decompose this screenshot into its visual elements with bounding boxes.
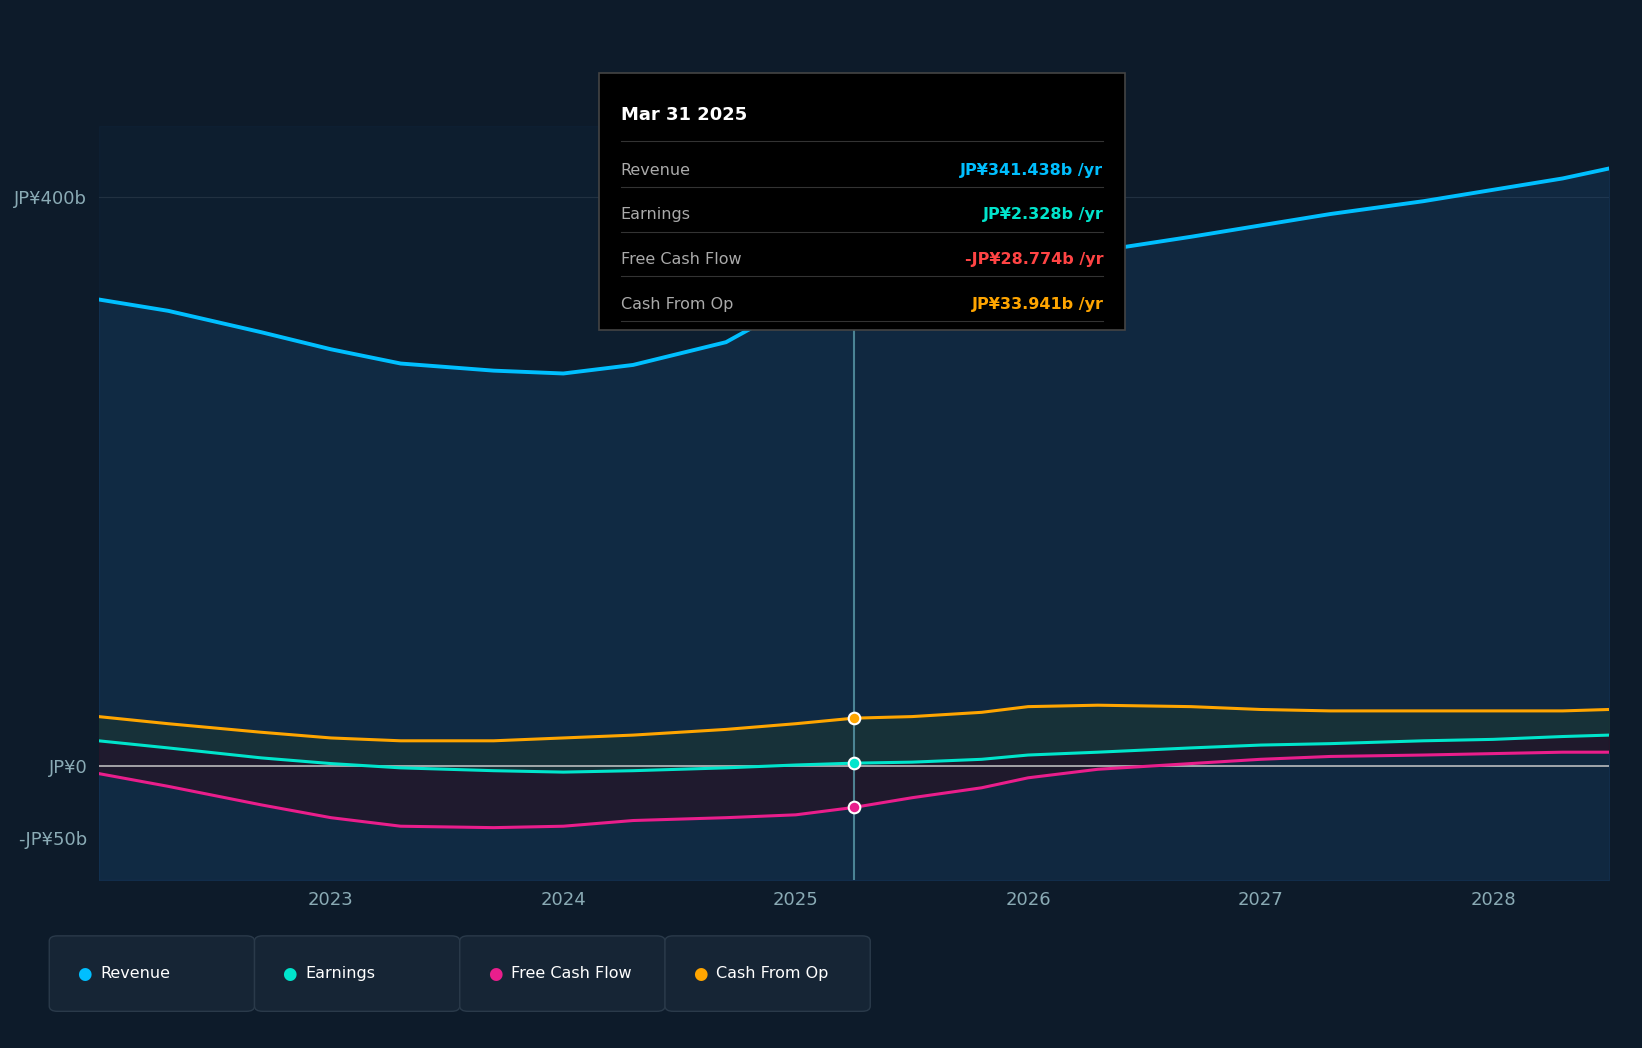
Text: ●: ● <box>488 964 502 983</box>
Text: Free Cash Flow: Free Cash Flow <box>621 252 741 267</box>
Text: Past: Past <box>791 153 836 171</box>
Text: Earnings: Earnings <box>305 966 376 981</box>
Text: -JP¥28.774b /yr: -JP¥28.774b /yr <box>965 252 1103 267</box>
Text: JP¥33.941b /yr: JP¥33.941b /yr <box>972 297 1103 311</box>
Text: JP¥2.328b /yr: JP¥2.328b /yr <box>982 208 1103 222</box>
Text: ●: ● <box>693 964 708 983</box>
Text: ●: ● <box>77 964 92 983</box>
Bar <box>99 126 854 880</box>
Text: ●: ● <box>282 964 297 983</box>
Text: Revenue: Revenue <box>621 162 691 178</box>
Point <box>841 272 867 289</box>
Text: Cash From Op: Cash From Op <box>621 297 732 311</box>
Text: Analysts Forecasts: Analysts Forecasts <box>872 153 1039 171</box>
Text: Free Cash Flow: Free Cash Flow <box>511 966 631 981</box>
Text: Cash From Op: Cash From Op <box>716 966 828 981</box>
Point <box>841 709 867 726</box>
Point <box>841 755 867 771</box>
Text: JP¥341.438b /yr: JP¥341.438b /yr <box>961 162 1103 178</box>
Text: Earnings: Earnings <box>621 208 691 222</box>
Text: Mar 31 2025: Mar 31 2025 <box>621 106 747 125</box>
Text: Revenue: Revenue <box>100 966 171 981</box>
Point <box>841 799 867 815</box>
